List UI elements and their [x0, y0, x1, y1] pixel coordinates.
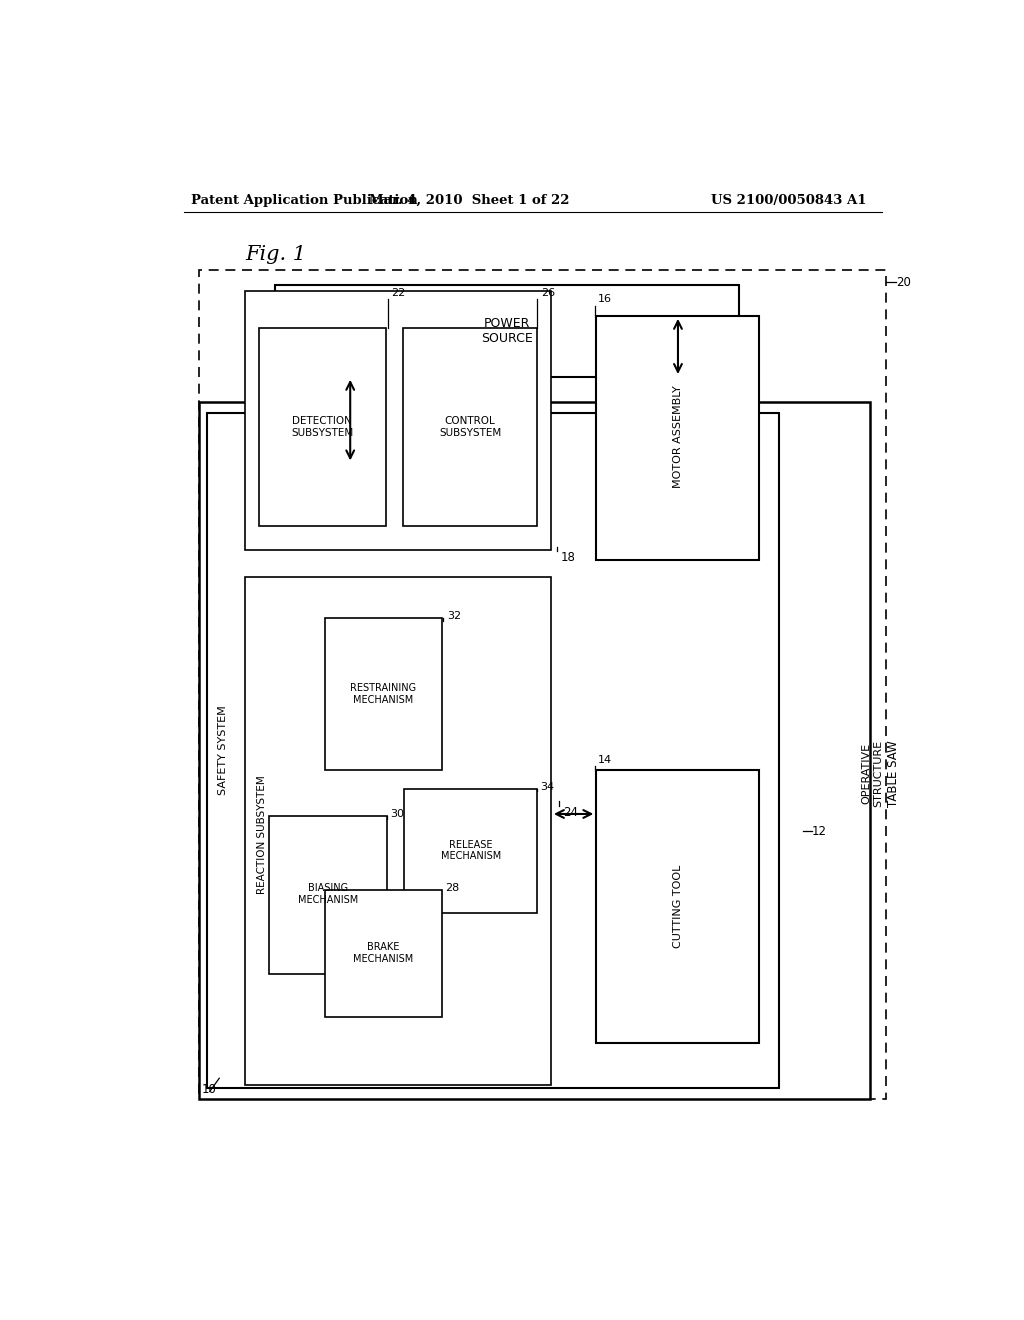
Text: 12: 12: [812, 825, 827, 838]
Bar: [325, 618, 442, 771]
Text: REACTION SUBSYSTEM: REACTION SUBSYSTEM: [257, 775, 266, 894]
Bar: [246, 577, 551, 1085]
Bar: [274, 285, 739, 378]
Text: CUTTING TOOL: CUTTING TOOL: [673, 865, 683, 948]
Text: RESTRAINING
MECHANISM: RESTRAINING MECHANISM: [350, 684, 417, 705]
Text: Patent Application Publication: Patent Application Publication: [191, 194, 418, 207]
Text: BIASING
MECHANISM: BIASING MECHANISM: [298, 883, 358, 906]
Text: DETECTION
SUBSYSTEM: DETECTION SUBSYSTEM: [291, 416, 353, 437]
Text: POWER
SOURCE: POWER SOURCE: [481, 317, 534, 346]
Text: 16: 16: [598, 293, 611, 304]
Text: 18: 18: [560, 550, 575, 564]
Text: 26: 26: [541, 288, 555, 297]
Text: 28: 28: [445, 883, 460, 894]
Text: 22: 22: [391, 288, 406, 297]
Text: TABLE SAW: TABLE SAW: [888, 741, 900, 807]
Bar: [596, 315, 759, 560]
Text: OPERATIVE
STRUCTURE: OPERATIVE STRUCTURE: [861, 739, 883, 807]
Bar: [403, 329, 537, 527]
Text: SAFETY SYSTEM: SAFETY SYSTEM: [218, 705, 228, 795]
Text: 14: 14: [598, 755, 612, 766]
Text: 30: 30: [390, 809, 403, 818]
Text: 32: 32: [447, 611, 461, 620]
Bar: [404, 788, 538, 912]
Bar: [259, 329, 386, 527]
Text: Mar. 4, 2010  Sheet 1 of 22: Mar. 4, 2010 Sheet 1 of 22: [369, 194, 569, 207]
Text: RELEASE
MECHANISM: RELEASE MECHANISM: [440, 840, 501, 862]
Bar: [200, 403, 870, 1098]
Text: BRAKE
MECHANISM: BRAKE MECHANISM: [353, 942, 414, 964]
Text: Fig. 1: Fig. 1: [246, 244, 306, 264]
Bar: [207, 412, 778, 1089]
Text: 10: 10: [202, 1082, 217, 1096]
Text: MOTOR ASSEMBLY: MOTOR ASSEMBLY: [673, 385, 683, 488]
Text: 20: 20: [896, 276, 911, 289]
Text: US 2100/0050843 A1: US 2100/0050843 A1: [711, 194, 866, 207]
Bar: [246, 290, 551, 549]
Text: 24: 24: [563, 805, 578, 818]
Text: 34: 34: [541, 781, 555, 792]
Bar: [200, 271, 886, 1098]
Bar: [596, 771, 759, 1043]
Bar: [325, 890, 442, 1018]
Bar: [269, 816, 387, 974]
Text: CONTROL
SUBSYSTEM: CONTROL SUBSYSTEM: [439, 416, 501, 437]
